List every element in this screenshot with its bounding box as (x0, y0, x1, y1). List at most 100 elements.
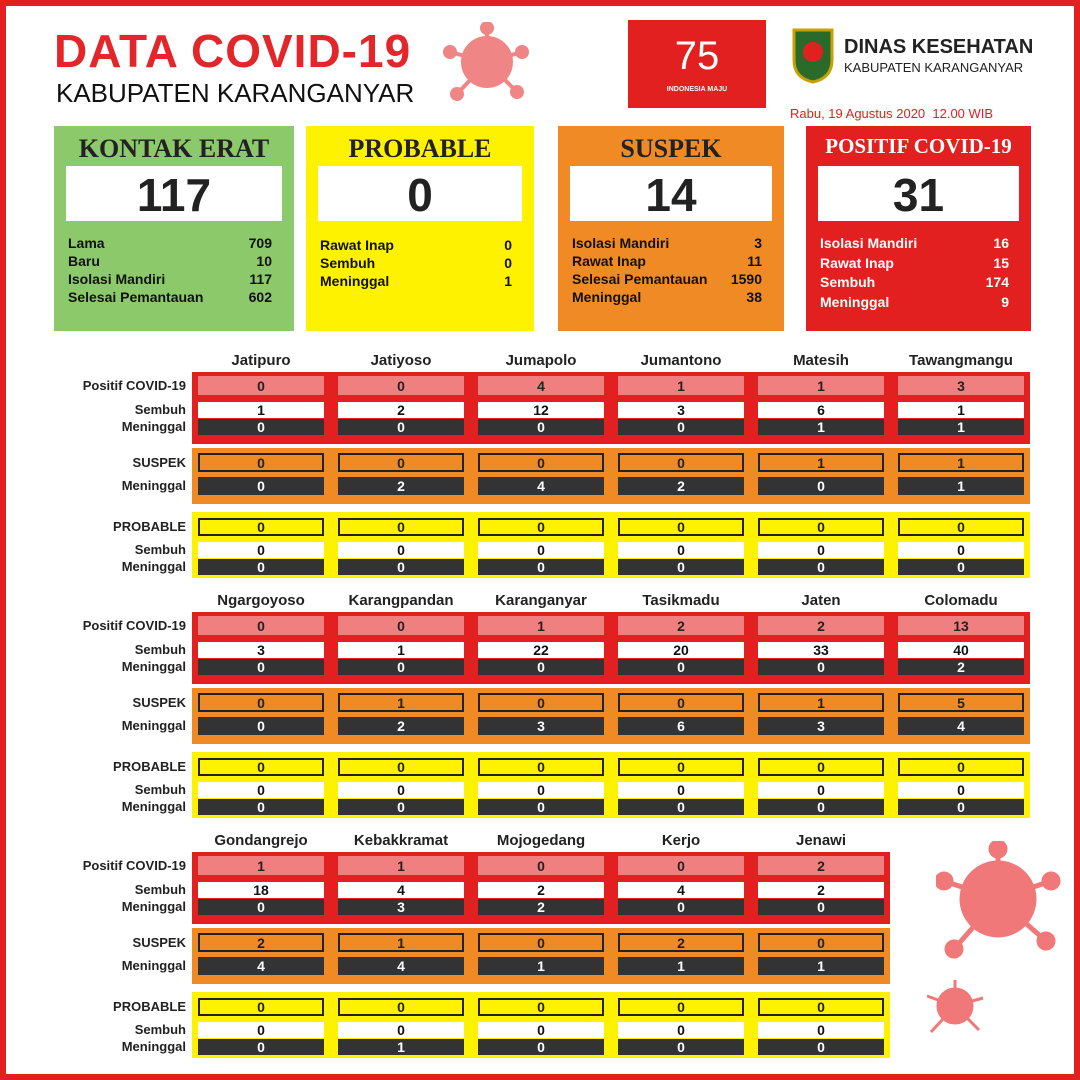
cell-value: 0 (537, 419, 545, 435)
cell-value: 4 (957, 718, 965, 734)
cell-value: 0 (397, 617, 405, 634)
card-item-label: Rawat Inap (572, 253, 646, 269)
cell-value: 4 (537, 377, 545, 394)
summary-card (54, 126, 294, 331)
district-name: Kebakkramat (353, 832, 449, 849)
card-item-label: Rawat Inap (820, 254, 894, 271)
row-label: SUSPEK (132, 454, 186, 470)
cell-value: 0 (257, 718, 265, 734)
cell-value: 0 (957, 782, 965, 798)
card-total-box (570, 166, 772, 221)
cell (198, 882, 324, 898)
card-total: 0 (407, 169, 433, 221)
cell-value: 0 (537, 857, 545, 874)
cell (338, 402, 464, 418)
card-item-value: 1590 (730, 271, 762, 287)
district-name: Tawangmangu (909, 352, 1013, 369)
cell-value: 0 (817, 899, 825, 915)
cell (338, 419, 464, 435)
cell (618, 376, 744, 395)
cell (898, 402, 1024, 418)
cell (338, 616, 464, 635)
row-label: SUSPEK (132, 694, 186, 710)
cell (898, 799, 1024, 815)
cell-value: 2 (397, 718, 405, 734)
cell-value: 3 (677, 402, 685, 418)
district-name: Karanganyar (495, 592, 587, 609)
cell (478, 642, 604, 658)
cell (338, 856, 464, 875)
cell (618, 518, 744, 536)
cell (478, 933, 604, 952)
cell-value: 0 (397, 377, 405, 394)
cell (758, 453, 884, 472)
cell-value: 0 (677, 659, 685, 675)
cell (338, 542, 464, 558)
cell-value: 0 (677, 419, 685, 435)
cell-value: 1 (397, 934, 405, 951)
cell (338, 957, 464, 975)
cell-value: 4 (537, 478, 545, 494)
cell-value: 3 (957, 377, 965, 394)
cell-value: 2 (257, 934, 265, 951)
cell (478, 882, 604, 898)
cell-value: 0 (257, 659, 265, 675)
cell-value: 1 (677, 377, 685, 394)
cell (758, 1039, 884, 1055)
cell (758, 933, 884, 952)
cell (758, 402, 884, 418)
cell-value: 2 (537, 882, 545, 898)
cell (478, 782, 604, 798)
cell-value: 1 (817, 958, 825, 974)
cell (618, 882, 744, 898)
section-band (192, 512, 1030, 578)
cell-value: 1 (957, 478, 965, 494)
cell-value: 0 (537, 694, 545, 711)
cell (198, 376, 324, 395)
cell (198, 693, 324, 712)
cell (198, 856, 324, 875)
cell-value: 33 (813, 642, 829, 658)
card-total: 117 (136, 169, 212, 221)
cell (198, 1022, 324, 1038)
cell-value: 1 (957, 402, 965, 418)
cell-value: 0 (957, 542, 965, 558)
district-name: Jumantono (640, 352, 722, 369)
row-label: Sembuh (134, 542, 186, 557)
cell (758, 559, 884, 575)
cell-value: 0 (537, 759, 545, 775)
row-label: Meninggal (121, 799, 186, 814)
cell-value: 0 (677, 519, 685, 535)
cell (898, 559, 1024, 575)
cell-value: 13 (953, 617, 969, 634)
card-total-box (66, 166, 282, 221)
cell (758, 376, 884, 395)
subtitle: KABUPATEN KARANGANYAR (56, 78, 415, 108)
district-name: Ngargoyoso (217, 592, 305, 609)
cell (338, 1022, 464, 1038)
cell-value: 0 (537, 1039, 545, 1055)
cell (478, 559, 604, 575)
cell-value: 6 (677, 718, 685, 734)
cell (758, 419, 884, 435)
cell-value: 0 (817, 1022, 825, 1038)
card-item-label: Rawat Inap (320, 237, 394, 253)
cell (758, 518, 884, 536)
cell-value: 0 (677, 759, 685, 775)
cell (478, 616, 604, 635)
cell-value: 0 (957, 519, 965, 535)
card-item-value: 15 (993, 254, 1009, 271)
cell (618, 542, 744, 558)
card-title: KONTAK ERAT (78, 134, 270, 163)
cell (198, 717, 324, 735)
cell-value: 1 (397, 694, 405, 711)
virus-icon (443, 22, 529, 101)
cell-value: 0 (677, 999, 685, 1015)
row-label: Meninggal (121, 419, 186, 434)
district-name: Gondangrejo (214, 832, 308, 849)
section-band (192, 688, 1030, 744)
card-item-value: 11 (747, 253, 762, 269)
cell-value: 1 (817, 694, 825, 711)
cell-value: 3 (537, 718, 545, 734)
cell (618, 1039, 744, 1055)
